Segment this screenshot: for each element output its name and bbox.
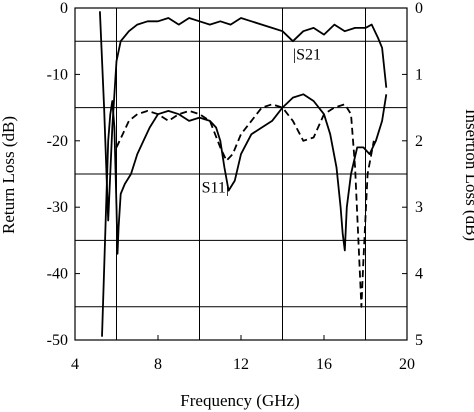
- y-right-tick-label: 3: [415, 199, 423, 216]
- x-axis-title: Frequency (GHz): [180, 391, 299, 410]
- y-right-tick-label: 4: [415, 266, 423, 283]
- series-line-3: [115, 103, 375, 308]
- y-left-axis-title: Return Loss (dB): [0, 116, 18, 234]
- y-right-axis-title: Insertion Loss (dB): [462, 109, 474, 241]
- x-tick-label: 16: [316, 356, 332, 373]
- annotation-label: |S21: [293, 46, 321, 63]
- y-left-tick-label: -20: [47, 133, 68, 150]
- annotations: |S21 S11|: [202, 46, 321, 196]
- x-tick-label: 8: [154, 356, 162, 373]
- y-left-tick-label: -50: [47, 332, 68, 349]
- y-left-tick-label: 0: [60, 0, 68, 17]
- y-left-tick-label: -30: [47, 199, 68, 216]
- series-line-1: [99, 11, 388, 222]
- x-tick-label: 12: [233, 356, 249, 373]
- x-tick-label: 4: [71, 356, 79, 373]
- series-group: [99, 11, 388, 337]
- y-left-tick-label: -40: [47, 266, 68, 283]
- y-left-tick-label: -10: [47, 66, 68, 83]
- series-line-2: [101, 93, 388, 337]
- y-right-tick-label: 0: [415, 0, 423, 17]
- y-right-tick-label: 2: [415, 133, 423, 150]
- annotation-label: S11|: [202, 179, 230, 196]
- x-tick-label: 20: [399, 356, 415, 373]
- grid: [75, 8, 407, 340]
- y-right-tick-label: 5: [415, 332, 423, 349]
- y-right-tick-label: 1: [415, 66, 423, 83]
